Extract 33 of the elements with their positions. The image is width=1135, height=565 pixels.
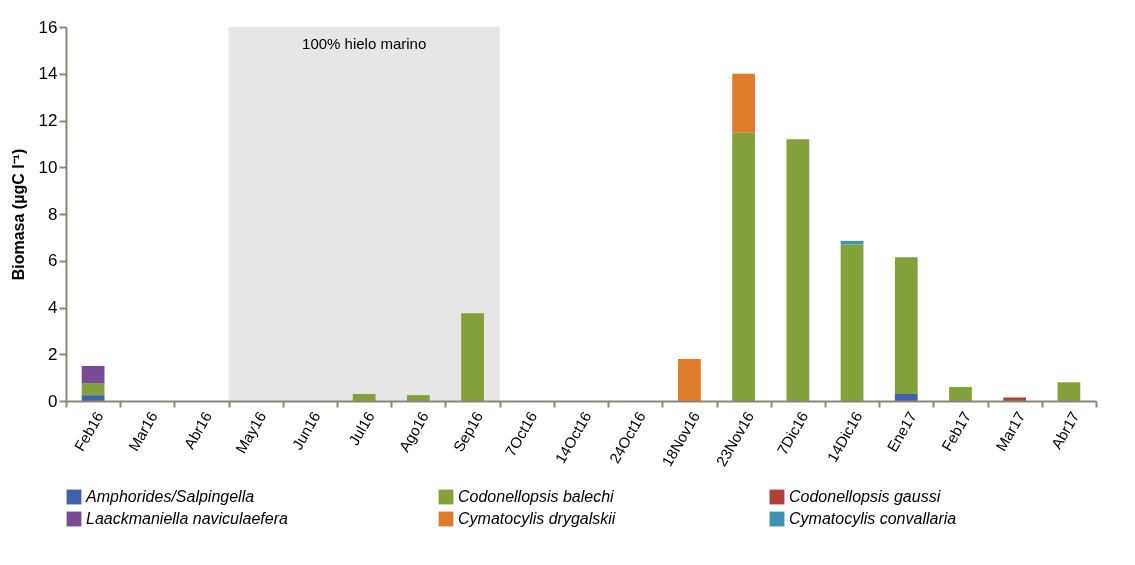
bar	[786, 139, 810, 401]
bar	[81, 395, 105, 401]
bar	[732, 132, 756, 401]
legend-label: Cymatocylis drygalskii	[458, 510, 616, 527]
y-tick-label: 14	[38, 64, 58, 84]
y-axis-title: Biomasa (µgC l⁻¹)	[9, 148, 27, 281]
y-tick-label: 16	[38, 17, 58, 37]
y-tick-label: 0	[48, 391, 58, 411]
y-tick-label: 12	[38, 111, 58, 130]
bar	[678, 358, 701, 401]
legend-label: Codonellopsis balechi	[458, 488, 615, 505]
y-tick-label: 2	[48, 344, 58, 364]
bar	[406, 395, 430, 401]
bar	[840, 244, 864, 401]
y-tick-label: 8	[48, 204, 58, 224]
bar	[352, 393, 376, 401]
bar	[461, 313, 484, 401]
y-tick-label: 10	[38, 157, 58, 177]
bar	[894, 393, 918, 401]
bar	[1057, 382, 1081, 401]
bar	[1003, 397, 1027, 401]
legend-label: Cymatocylis convallaria	[789, 510, 957, 527]
legend-label: Laackmaniella naviculaefera	[86, 510, 288, 527]
bar	[81, 383, 105, 396]
y-tick-label: 4	[48, 298, 58, 317]
bar	[732, 73, 756, 133]
band-label: 100% hielo marino	[302, 35, 427, 52]
bar	[894, 257, 918, 394]
bar	[949, 386, 972, 401]
legend-label: Codonellopsis gaussi	[789, 488, 941, 505]
y-tick-label: 6	[48, 251, 58, 271]
bar	[81, 365, 105, 384]
legend-label: Amphorides/Salpingella	[85, 488, 255, 505]
